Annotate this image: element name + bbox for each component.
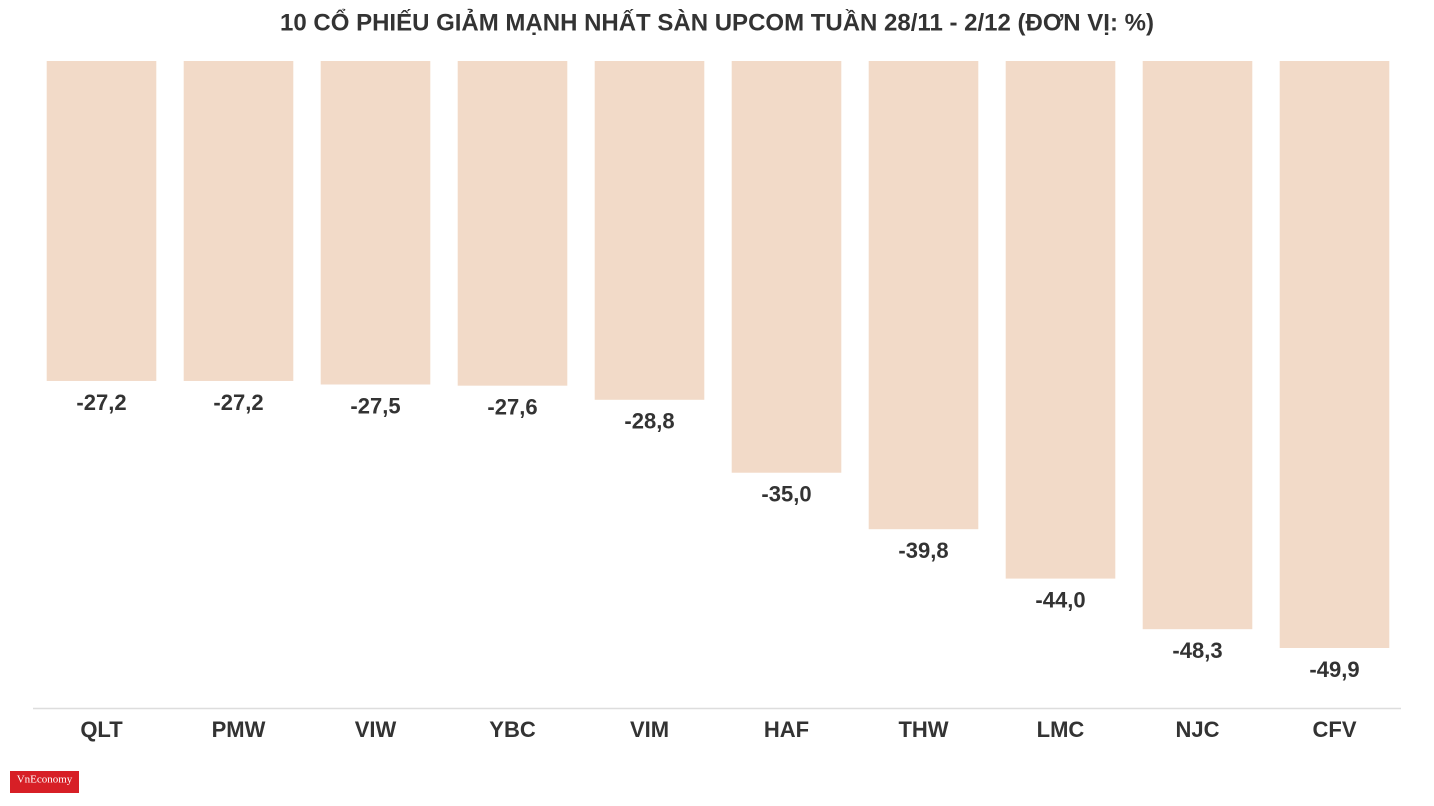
x-tick-label: VIM <box>630 717 669 742</box>
bar <box>731 61 842 473</box>
value-label: -48,3 <box>1172 638 1222 663</box>
value-label: -27,6 <box>487 394 537 419</box>
bar <box>594 61 705 400</box>
x-tick-label: QLT <box>80 717 123 742</box>
x-tick-label: HAF <box>764 717 809 742</box>
bar <box>1005 61 1116 579</box>
x-tick-label: NJC <box>1175 717 1219 742</box>
logo-box <box>10 771 79 793</box>
bar <box>1279 61 1390 649</box>
value-label: -44,0 <box>1035 587 1085 612</box>
bar <box>183 61 294 381</box>
value-label: -39,8 <box>898 538 948 563</box>
value-label: -27,5 <box>350 393 400 418</box>
x-tick-label: CFV <box>1313 717 1357 742</box>
bar <box>46 61 157 381</box>
value-label: -27,2 <box>213 390 263 415</box>
x-tick-label: LMC <box>1037 717 1085 742</box>
x-tick-label: VIW <box>355 717 397 742</box>
x-tick-label: PMW <box>212 717 266 742</box>
bar <box>868 61 979 530</box>
x-tick-label: YBC <box>489 717 536 742</box>
bar <box>457 61 568 386</box>
logo: VnEconomy <box>17 774 73 786</box>
bar <box>1142 61 1253 630</box>
chart-title: 10 CỔ PHIẾU GIẢM MẠNH NHẤT SÀN UPCOM TUẦ… <box>280 7 1154 36</box>
x-tick-label: THW <box>898 717 948 742</box>
value-label: -28,8 <box>624 409 674 434</box>
value-label: -27,2 <box>76 390 126 415</box>
value-label: -35,0 <box>761 482 811 507</box>
bar <box>320 61 431 385</box>
value-label: -49,9 <box>1309 657 1359 682</box>
